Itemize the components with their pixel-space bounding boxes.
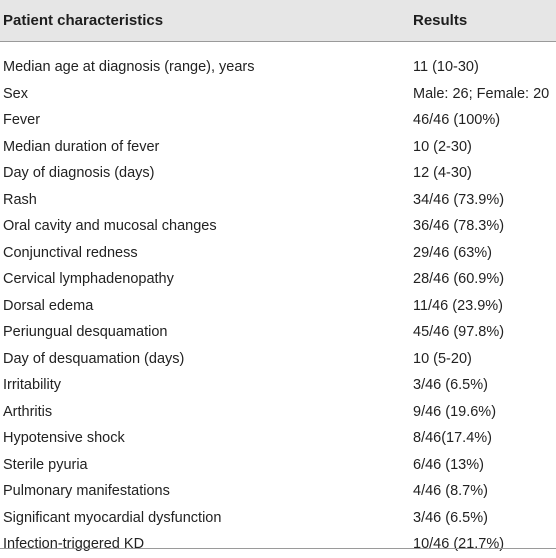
table-row: Dorsal edema 11/46 (23.9%)	[0, 293, 556, 320]
characteristic-cell: Hypotensive shock	[3, 430, 125, 446]
table-row: Median duration of fever 10 (2-30)	[0, 134, 556, 161]
result-cell: 45/46 (97.8%)	[413, 324, 505, 340]
table-row: Sex Male: 26; Female: 20	[0, 81, 556, 108]
result-cell: 3/46 (6.5%)	[413, 377, 488, 393]
table-row: Periungual desquamation 45/46 (97.8%)	[0, 319, 556, 346]
table-row: Day of desquamation (days) 10 (5-20)	[0, 346, 556, 373]
table-row: Cervical lymphadenopathy 28/46 (60.9%)	[0, 266, 556, 293]
characteristic-cell: Day of desquamation (days)	[3, 350, 185, 367]
characteristic-cell: Day of diagnosis (days)	[3, 165, 155, 181]
result-cell: 10 (5-20)	[413, 350, 472, 367]
table-row: Rash 34/46 (73.9%)	[0, 187, 556, 214]
characteristic-cell: Rash	[3, 191, 37, 208]
characteristic-cell: Dorsal edema	[3, 297, 94, 314]
result-cell: 3/46 (6.5%)	[413, 509, 488, 526]
result-cell: 4/46 (8.7%)	[413, 483, 488, 499]
table-bottom-rule	[0, 548, 556, 549]
result-cell: 9/46 (19.6%)	[413, 403, 497, 420]
table-header: Patient characteristics Results	[0, 0, 556, 42]
header-patient-characteristics: Patient characteristics	[3, 12, 164, 29]
characteristic-cell: Fever	[3, 112, 41, 128]
result-cell: 36/46 (78.3%)	[413, 218, 505, 234]
characteristic-cell: Pulmonary manifestations	[3, 483, 170, 499]
characteristic-cell: Median duration of fever	[3, 138, 160, 155]
table-body: Median age at diagnosis (range), years 11…	[0, 54, 556, 558]
characteristic-cell: Infection-triggered KD	[3, 536, 145, 552]
result-cell: 11 (10-30)	[413, 59, 479, 75]
table-row: Oral cavity and mucosal changes 36/46 (78…	[0, 213, 556, 240]
result-cell: 10/46 (21.7%)	[413, 536, 505, 552]
table-row: Median age at diagnosis (range), years 11…	[0, 54, 556, 81]
table-row: Day of diagnosis (days) 12 (4-30)	[0, 160, 556, 187]
characteristic-cell: Conjunctival redness	[3, 244, 138, 261]
result-cell: 11/46 (23.9%)	[413, 297, 504, 314]
table-row: Fever 46/46 (100%)	[0, 107, 556, 134]
table-row: Infection-triggered KD 10/46 (21.7%)	[0, 531, 556, 558]
characteristic-cell: Sterile pyuria	[3, 456, 88, 473]
result-cell: 34/46 (73.9%)	[413, 191, 505, 208]
table-row: Irritability 3/46 (6.5%)	[0, 372, 556, 399]
table-row: Arthritis 9/46 (19.6%)	[0, 399, 556, 426]
result-cell: 10 (2-30)	[413, 138, 472, 155]
result-cell: 6/46 (13%)	[413, 456, 484, 473]
characteristic-cell: Periungual desquamation	[3, 324, 168, 340]
result-cell: 29/46 (63%)	[413, 244, 492, 261]
characteristic-cell: Median age at diagnosis (range), years	[3, 59, 255, 75]
table-row: Sterile pyuria 6/46 (13%)	[0, 452, 556, 479]
result-cell: Male: 26; Female: 20	[413, 85, 550, 102]
characteristic-cell: Irritability	[3, 377, 62, 393]
header-results: Results	[413, 12, 468, 29]
characteristic-cell: Oral cavity and mucosal changes	[3, 218, 217, 234]
characteristic-cell: Significant myocardial dysfunction	[3, 509, 222, 526]
result-cell: 8/46(17.4%)	[413, 430, 492, 446]
table-row: Pulmonary manifestations 4/46 (8.7%)	[0, 478, 556, 505]
characteristic-cell: Cervical lymphadenopathy	[3, 271, 174, 287]
table-row: Hypotensive shock 8/46(17.4%)	[0, 425, 556, 452]
table-row: Significant myocardial dysfunction 3/46 (…	[0, 505, 556, 532]
result-cell: 28/46 (60.9%)	[413, 271, 505, 287]
result-cell: 12 (4-30)	[413, 165, 472, 181]
table-row: Conjunctival redness 29/46 (63%)	[0, 240, 556, 267]
result-cell: 46/46 (100%)	[413, 112, 501, 128]
characteristic-cell: Sex	[3, 85, 28, 102]
characteristic-cell: Arthritis	[3, 403, 53, 420]
